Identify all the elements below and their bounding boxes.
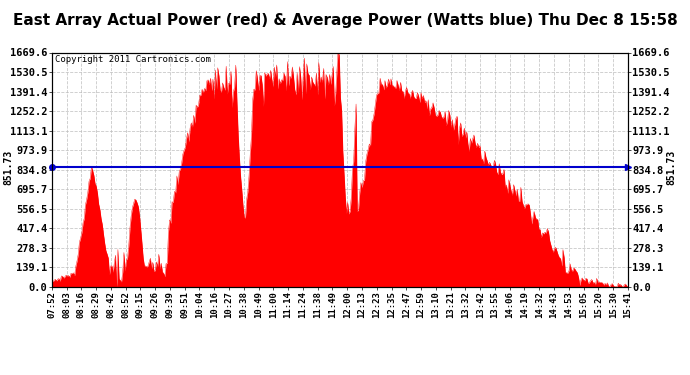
Text: Copyright 2011 Cartronics.com: Copyright 2011 Cartronics.com — [55, 55, 210, 64]
Text: 851.73: 851.73 — [666, 150, 676, 185]
Text: East Array Actual Power (red) & Average Power (Watts blue) Thu Dec 8 15:58: East Array Actual Power (red) & Average … — [12, 13, 678, 28]
Text: 851.73: 851.73 — [3, 150, 14, 185]
